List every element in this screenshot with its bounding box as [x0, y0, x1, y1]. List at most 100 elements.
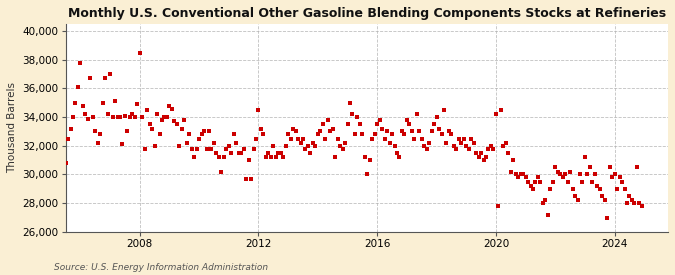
Point	[530, 180, 541, 184]
Point	[357, 132, 368, 136]
Point	[359, 155, 370, 160]
Point	[130, 115, 140, 119]
Point	[295, 141, 306, 145]
Point	[308, 141, 319, 145]
Point	[80, 112, 90, 116]
Point	[53, 114, 63, 118]
Point	[448, 144, 459, 148]
Point	[369, 132, 380, 136]
Point	[478, 158, 489, 162]
Point	[503, 151, 514, 155]
Point	[300, 147, 311, 151]
Point	[92, 141, 103, 145]
Point	[152, 112, 163, 116]
Point	[406, 129, 417, 134]
Point	[451, 147, 462, 151]
Point	[424, 141, 435, 145]
Point	[268, 144, 279, 148]
Point	[327, 126, 338, 131]
Point	[416, 136, 427, 141]
Point	[50, 102, 61, 106]
Point	[293, 136, 304, 141]
Point	[167, 106, 178, 111]
Point	[458, 136, 469, 141]
Point	[115, 115, 126, 119]
Point	[182, 141, 192, 145]
Point	[547, 180, 558, 184]
Point	[354, 122, 365, 127]
Point	[506, 169, 516, 174]
Point	[599, 198, 610, 202]
Point	[558, 175, 568, 180]
Point	[387, 132, 398, 136]
Point	[231, 141, 242, 145]
Point	[97, 101, 108, 105]
Point	[473, 155, 484, 160]
Point	[543, 213, 554, 217]
Point	[610, 172, 620, 177]
Point	[248, 147, 259, 151]
Point	[500, 141, 511, 145]
Point	[463, 147, 474, 151]
Point	[404, 122, 414, 127]
Point	[431, 115, 442, 119]
Point	[112, 115, 123, 119]
Point	[323, 118, 333, 122]
Point	[342, 122, 353, 127]
Point	[384, 141, 395, 145]
Point	[626, 198, 637, 202]
Point	[461, 144, 472, 148]
Point	[592, 184, 603, 188]
Point	[587, 180, 598, 184]
Point	[426, 129, 437, 134]
Point	[332, 136, 343, 141]
Point	[243, 158, 254, 162]
Point	[560, 172, 570, 177]
Point	[483, 147, 494, 151]
Point	[634, 201, 645, 205]
Point	[379, 136, 390, 141]
Point	[221, 147, 232, 151]
Point	[612, 187, 622, 191]
Point	[389, 144, 400, 148]
Point	[241, 177, 252, 181]
Point	[508, 158, 518, 162]
Point	[439, 108, 450, 112]
Point	[144, 122, 155, 127]
Point	[161, 115, 172, 119]
Point	[57, 158, 68, 162]
Point	[275, 151, 286, 155]
Point	[45, 76, 56, 81]
Point	[350, 132, 360, 136]
Point	[286, 136, 296, 141]
Point	[629, 201, 640, 205]
Point	[75, 60, 86, 65]
Point	[518, 172, 529, 177]
Point	[159, 115, 170, 119]
Point	[191, 147, 202, 151]
Point	[476, 151, 487, 155]
Point	[468, 141, 479, 145]
Point	[100, 76, 111, 81]
Point	[580, 155, 591, 160]
Point	[55, 132, 66, 136]
Point	[325, 129, 335, 134]
Point	[513, 175, 524, 180]
Point	[171, 122, 182, 127]
Point	[540, 198, 551, 202]
Point	[261, 155, 271, 160]
Point	[238, 147, 249, 151]
Point	[604, 165, 615, 169]
Point	[488, 147, 499, 151]
Point	[335, 144, 346, 148]
Point	[493, 204, 504, 208]
Point	[433, 126, 444, 131]
Point	[347, 112, 358, 116]
Point	[535, 180, 546, 184]
Point	[577, 180, 588, 184]
Point	[271, 155, 281, 160]
Point	[510, 172, 521, 177]
Point	[624, 194, 635, 198]
Point	[122, 129, 133, 134]
Point	[256, 126, 267, 131]
